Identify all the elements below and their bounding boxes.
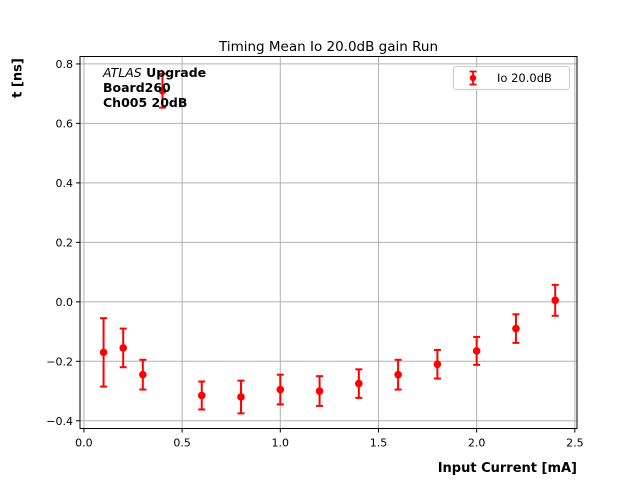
data-point [139, 370, 147, 379]
data-point [237, 393, 245, 401]
data-point [119, 344, 128, 352]
x-tick-label: 0.0 [75, 437, 93, 450]
annotation-atlas: ATLAS [103, 65, 142, 80]
y-tick-label: 0.6 [56, 117, 74, 130]
data-point [512, 324, 520, 333]
x-tick-label: 0.5 [173, 437, 191, 450]
data-point [276, 385, 285, 394]
data-point [315, 387, 324, 395]
x-tick-label: 1.5 [370, 437, 388, 450]
x-axis-label: Input Current [mA] [437, 461, 577, 476]
data-point [433, 360, 442, 369]
data-point [158, 86, 167, 95]
data-point [394, 370, 402, 379]
legend-errorbar-marker-icon [469, 70, 477, 86]
annotation-line-3: Ch005 20dB [103, 94, 188, 110]
y-tick-label: −0.4 [46, 415, 73, 428]
axis-annotation: ATLAS Upgrade Board260 Ch005 20dB [103, 65, 207, 110]
data-point [99, 348, 108, 357]
legend-label: Io 20.0dB [497, 71, 552, 85]
chart-title: Timing Mean Io 20.0dB gain Run [218, 39, 438, 55]
x-tick-label: 1.0 [272, 437, 290, 450]
legend-box: Io 20.0dB [453, 66, 570, 90]
y-tick-label: 0.4 [56, 177, 74, 190]
data-point [197, 391, 206, 400]
y-axis-label: t [ns] [10, 58, 26, 98]
y-tick-label: 0.8 [56, 58, 74, 71]
data-point [355, 379, 363, 388]
y-tick-label: 0.2 [56, 236, 74, 249]
annotation-line-2: Board260 [103, 79, 171, 95]
annotation-line-1: ATLAS Upgrade [103, 65, 207, 81]
x-tick-label: 2.5 [566, 437, 584, 450]
y-tick-label: 0.0 [56, 296, 74, 309]
data-point [472, 347, 481, 355]
x-tick-label: 2.0 [468, 437, 486, 450]
data-point [551, 296, 560, 305]
y-tick-label: −0.2 [46, 355, 73, 368]
annotation-upgrade: Upgrade [146, 65, 207, 80]
